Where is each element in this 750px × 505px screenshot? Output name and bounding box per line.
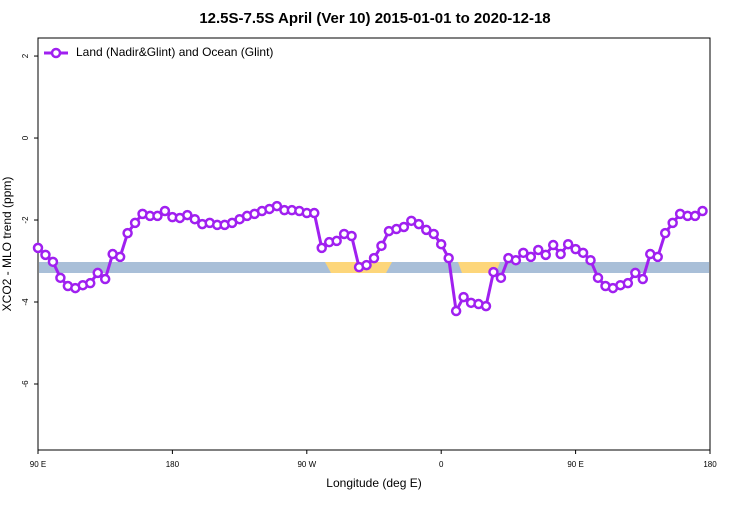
point [495, 272, 507, 284]
point [488, 266, 499, 278]
point [271, 200, 283, 212]
point [40, 249, 51, 261]
point [413, 218, 425, 230]
point [510, 254, 522, 266]
point [32, 242, 44, 254]
point [450, 305, 462, 317]
point [331, 235, 342, 247]
x-tick-label: 90 W [297, 460, 316, 469]
point [309, 207, 320, 219]
point [346, 230, 357, 242]
point [368, 252, 380, 264]
point [428, 228, 439, 240]
point [585, 254, 596, 266]
chart-title: 12.5S-7.5S April (Ver 10) 2015-01-01 to … [199, 10, 550, 27]
point [435, 238, 447, 250]
y-axis-label: XCO2 - MLO trend (ppm) [0, 177, 14, 312]
y-tick-label: -2 [21, 216, 30, 224]
y-tick-label: -6 [21, 380, 30, 388]
plot-frame [37, 37, 711, 451]
point [129, 217, 141, 229]
point [361, 259, 372, 271]
point [398, 221, 410, 233]
point [114, 251, 126, 263]
point [555, 248, 566, 260]
x-tick-label: 90 E [30, 460, 46, 469]
point [659, 227, 671, 239]
point [540, 249, 551, 261]
point [159, 205, 171, 217]
point [592, 272, 604, 284]
point [92, 267, 103, 279]
x-tick-label: 180 [166, 460, 180, 469]
point [458, 291, 469, 303]
point [189, 213, 201, 225]
point [622, 277, 634, 289]
point [652, 251, 663, 263]
x-tick-label: 90 E [567, 460, 583, 469]
point [443, 252, 454, 264]
point [122, 227, 133, 239]
point [152, 210, 163, 222]
point [480, 300, 492, 312]
point [533, 244, 544, 256]
point [316, 242, 327, 254]
y-tick-label: 0 [21, 135, 30, 140]
y-tick-label: -4 [21, 298, 30, 306]
point [182, 209, 193, 221]
legend-marker [50, 47, 62, 59]
point [630, 267, 641, 279]
point [689, 210, 701, 222]
legend-label: Land (Nadir&Glint) and Ocean (Glint) [76, 45, 273, 59]
point [577, 247, 589, 259]
point [47, 256, 59, 268]
x-tick-label: 0 [439, 460, 444, 469]
point [99, 273, 111, 285]
y-tick-label: 2 [21, 53, 30, 58]
point [637, 273, 649, 285]
point [562, 238, 574, 250]
point [525, 251, 537, 263]
point [55, 272, 66, 284]
point [667, 217, 678, 229]
point [697, 205, 708, 217]
point [547, 239, 559, 251]
point [518, 247, 529, 259]
point [85, 277, 96, 289]
x-axis-label: Longitude (deg E) [326, 476, 421, 490]
point [376, 240, 387, 252]
x-tick-label: 180 [703, 460, 717, 469]
point [421, 224, 432, 236]
